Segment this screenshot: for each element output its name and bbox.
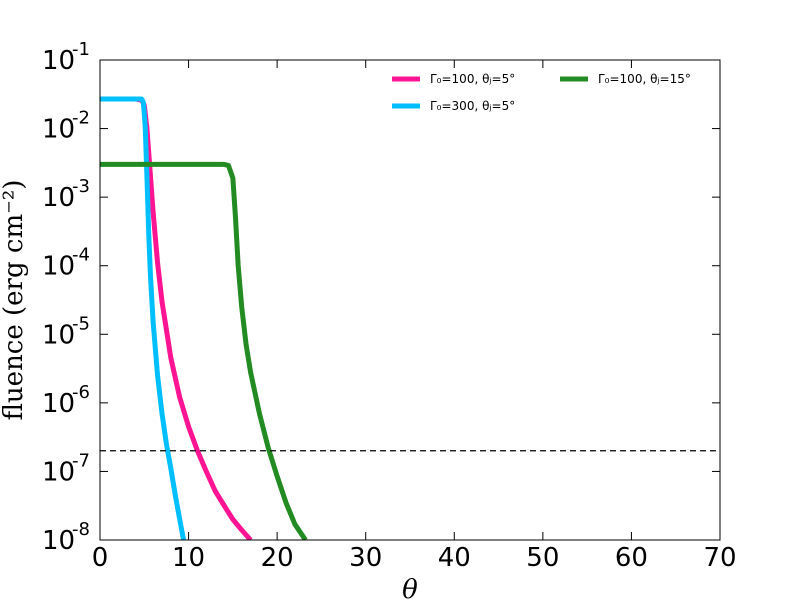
- x-tick-label: 60: [615, 543, 648, 573]
- y-tick-label: 10-8: [42, 519, 90, 556]
- series-line-2: [100, 96, 187, 540]
- y-tick-base: 10: [42, 389, 75, 419]
- y-tick-exponent: -2: [72, 108, 90, 129]
- x-tick-label: 0: [92, 543, 109, 573]
- y-tick-label: 10-7: [42, 450, 90, 487]
- series-line-3: [100, 161, 308, 540]
- x-tick-label: 10: [172, 543, 205, 573]
- y-tick-exponent: -4: [72, 245, 90, 266]
- legend: Γ₀=100, θⱼ=5° Γ₀=300, θⱼ=5° Γ₀=100, θⱼ=15°: [392, 72, 691, 113]
- y-tick-base: 10: [42, 457, 75, 487]
- series-layer: [100, 96, 308, 540]
- y-tick-base: 10: [42, 252, 75, 282]
- y-tick-base: 10: [42, 320, 75, 350]
- legend-item-1: Γ₀=100, θⱼ=5°: [392, 72, 515, 86]
- x-tick-label: 20: [261, 543, 294, 573]
- ticks-layer: [99, 59, 721, 541]
- legend-item-2: Γ₀=300, θⱼ=5°: [392, 99, 515, 113]
- x-tick-label: 40: [438, 543, 471, 573]
- x-tick-label: 50: [526, 543, 559, 573]
- y-tick-base: 10: [42, 46, 75, 76]
- y-tick-base: 10: [42, 526, 75, 556]
- y-tick-label: 10-2: [42, 108, 90, 145]
- y-axis-label: fluence (erg cm⁻²): [0, 180, 29, 421]
- x-tick-label: 70: [703, 543, 736, 573]
- y-tick-exponent: -1: [72, 39, 90, 60]
- y-tick-base: 10: [42, 115, 75, 145]
- y-tick-exponent: -5: [72, 313, 90, 334]
- x-axis-label: θ: [402, 575, 418, 600]
- y-tick-label: 10-4: [42, 245, 90, 282]
- y-tick-label: 10-5: [42, 313, 90, 350]
- y-tick-exponent: -8: [72, 519, 90, 540]
- legend-label: Γ₀=100, θⱼ=15°: [598, 72, 691, 86]
- plot-frame: [99, 59, 721, 541]
- legend-item-3: Γ₀=100, θⱼ=15°: [560, 72, 691, 86]
- y-tick-base: 10: [42, 183, 75, 213]
- tick-labels-layer: 0 10 20 30 40 50 60 7010-810-710-610-510-410-31…: [42, 39, 737, 573]
- y-tick-label: 10-1: [42, 39, 90, 76]
- y-tick-label: 10-3: [42, 176, 90, 213]
- x-tick-label: 30: [349, 543, 382, 573]
- legend-label: Γ₀=100, θⱼ=5°: [430, 72, 515, 86]
- y-tick-exponent: -7: [72, 450, 90, 471]
- y-tick-label: 10-6: [42, 382, 90, 419]
- y-tick-exponent: -3: [72, 176, 90, 197]
- y-tick-exponent: -6: [72, 382, 90, 403]
- legend-label: Γ₀=300, θⱼ=5°: [430, 99, 515, 113]
